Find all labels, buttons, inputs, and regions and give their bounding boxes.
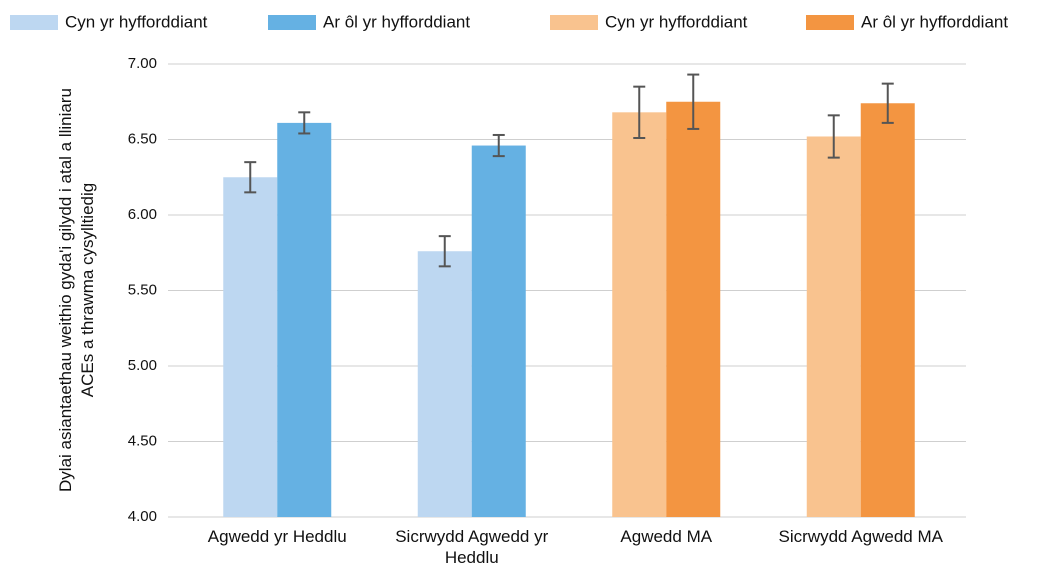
y-tick-label: 5.00 <box>128 357 157 374</box>
y-tick-label: 6.00 <box>128 206 157 223</box>
x-tick-label: Agwedd yr Heddlu <box>208 527 347 546</box>
x-tick-label: Sicrwydd Agwedd yr Heddlu <box>395 527 548 567</box>
bar <box>223 177 278 517</box>
y-axis-label: Dylai asiantaethau weithio gyda'i gilydd… <box>56 88 97 492</box>
legend-label: Cyn yr hyfforddiant <box>605 12 748 31</box>
bar <box>471 145 526 518</box>
legend-label: Ar ôl yr hyfforddiant <box>323 12 470 31</box>
error-bar <box>438 235 451 268</box>
legend-label: Ar ôl yr hyfforddiant <box>861 12 1008 31</box>
y-tick-label: 6.50 <box>128 130 157 147</box>
error-bar <box>881 82 894 124</box>
bar <box>417 251 472 518</box>
error-bar <box>244 161 257 194</box>
bar <box>860 103 915 517</box>
bar <box>666 101 721 517</box>
bar <box>277 122 332 517</box>
error-bar <box>633 85 646 139</box>
bar <box>806 136 861 518</box>
error-bar <box>687 73 700 130</box>
legend-swatch <box>806 15 854 30</box>
legend-label: Cyn yr hyfforddiant <box>65 12 208 31</box>
y-tick-label: 4.50 <box>128 432 157 449</box>
error-bar <box>298 111 311 135</box>
bar <box>612 112 667 517</box>
legend-swatch <box>10 15 58 30</box>
error-bar <box>492 133 505 158</box>
y-tick-label: 5.50 <box>128 281 157 298</box>
x-tick-label: Sicrwydd Agwedd MA <box>779 527 944 546</box>
error-bar <box>827 114 840 159</box>
y-tick-label: 4.00 <box>128 508 157 525</box>
y-tick-label: 7.00 <box>128 55 157 72</box>
x-tick-label: Agwedd MA <box>620 527 712 546</box>
legend-swatch <box>268 15 316 30</box>
legend-swatch <box>550 15 598 30</box>
